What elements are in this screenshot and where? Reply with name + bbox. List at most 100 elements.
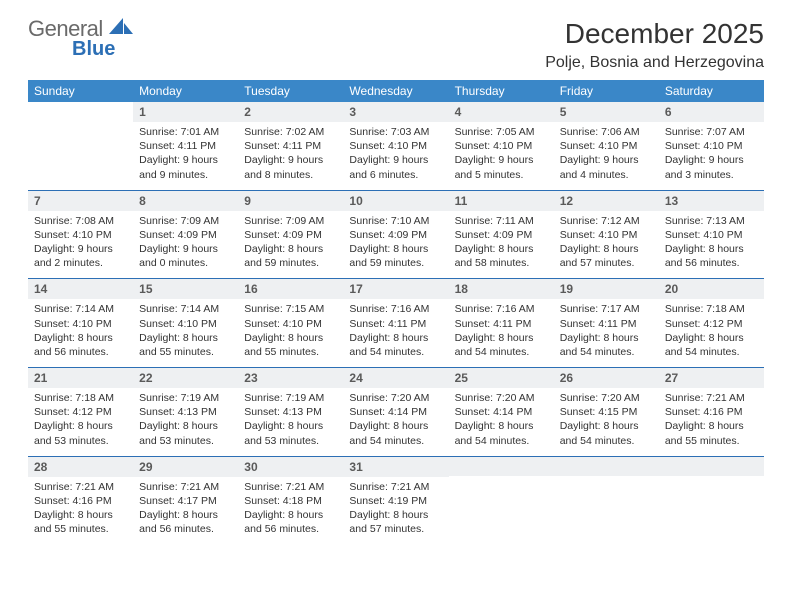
daylight-text: Daylight: 8 hours and 57 minutes.: [349, 508, 442, 536]
calendar-day-cell: 1Sunrise: 7:01 AMSunset: 4:11 PMDaylight…: [133, 102, 238, 190]
daylight-text: Daylight: 8 hours and 54 minutes.: [455, 331, 548, 359]
sunrise-text: Sunrise: 7:09 AM: [139, 214, 232, 228]
calendar-day-cell: 15Sunrise: 7:14 AMSunset: 4:10 PMDayligh…: [133, 278, 238, 367]
sunset-text: Sunset: 4:17 PM: [139, 494, 232, 508]
day-number: 21: [28, 367, 133, 388]
day-number: 9: [238, 190, 343, 211]
calendar-day-cell: 22 Sunrise: 7:19 AMSunset: 4:13 PMDayligh…: [133, 367, 238, 456]
day-number: 31: [343, 456, 448, 477]
day-number: 16: [238, 278, 343, 299]
sunset-text: Sunset: 4:11 PM: [244, 139, 337, 153]
daylight-text: Daylight: 8 hours and 54 minutes.: [665, 331, 758, 359]
day-details: Sunrise: 7:12 AMSunset: 4:10 PMDaylight:…: [554, 211, 659, 279]
calendar-day-cell: 19Sunrise: 7:17 AMSunset: 4:11 PMDayligh…: [554, 278, 659, 367]
daylight-text: Daylight: 8 hours and 53 minutes.: [244, 419, 337, 447]
day-details: Sunrise: 7:20 AMSunset: 4:14 PMDaylight:…: [449, 388, 554, 456]
day-details: Sunrise: 7:03 AMSunset: 4:10 PMDaylight:…: [343, 122, 448, 190]
day-number: 18: [449, 278, 554, 299]
daylight-text: Daylight: 9 hours and 0 minutes.: [139, 242, 232, 270]
day-number: 29: [133, 456, 238, 477]
sunset-text: Sunset: 4:10 PM: [665, 139, 758, 153]
sunset-text: Sunset: 4:09 PM: [349, 228, 442, 242]
daylight-text: Daylight: 8 hours and 56 minutes.: [244, 508, 337, 536]
calendar-day-cell: 29Sunrise: 7:21 AMSunset: 4:17 PMDayligh…: [133, 456, 238, 545]
sunrise-text: Sunrise: 7:10 AM: [349, 214, 442, 228]
sunrise-text: Sunrise: 7:06 AM: [560, 125, 653, 139]
day-details: Sunrise: 7:19 AMSunset: 4:13 PMDaylight:…: [238, 388, 343, 456]
sunset-text: Sunset: 4:12 PM: [34, 405, 127, 419]
day-number: 23: [238, 367, 343, 388]
sunrise-text: Sunrise: 7:19 AM: [139, 391, 232, 405]
sunrise-text: Sunrise: 7:09 AM: [244, 214, 337, 228]
sunset-text: Sunset: 4:10 PM: [560, 139, 653, 153]
day-details: Sunrise: 7:09 AMSunset: 4:09 PMDaylight:…: [133, 211, 238, 279]
day-number: 26: [554, 367, 659, 388]
sunset-text: Sunset: 4:09 PM: [455, 228, 548, 242]
daylight-text: Daylight: 8 hours and 56 minutes.: [34, 331, 127, 359]
day-details: Sunrise: 7:16 AMSunset: 4:11 PMDaylight:…: [449, 299, 554, 367]
day-details: Sunrise: 7:05 AMSunset: 4:10 PMDaylight:…: [449, 122, 554, 190]
calendar-day-cell: 2Sunrise: 7:02 AMSunset: 4:11 PMDaylight…: [238, 102, 343, 190]
sunset-text: Sunset: 4:18 PM: [244, 494, 337, 508]
day-details: Sunrise: 7:21 AMSunset: 4:16 PMDaylight:…: [659, 388, 764, 456]
sunrise-text: Sunrise: 7:17 AM: [560, 302, 653, 316]
sunset-text: Sunset: 4:10 PM: [34, 228, 127, 242]
calendar-day-cell: 17Sunrise: 7:16 AMSunset: 4:11 PMDayligh…: [343, 278, 448, 367]
sunrise-text: Sunrise: 7:16 AM: [349, 302, 442, 316]
calendar-day-cell: 12Sunrise: 7:12 AMSunset: 4:10 PMDayligh…: [554, 190, 659, 279]
sunset-text: Sunset: 4:11 PM: [349, 317, 442, 331]
day-details: Sunrise: 7:17 AMSunset: 4:11 PMDaylight:…: [554, 299, 659, 367]
calendar-day-cell: 14Sunrise: 7:14 AMSunset: 4:10 PMDayligh…: [28, 278, 133, 367]
sunset-text: Sunset: 4:16 PM: [34, 494, 127, 508]
sunset-text: Sunset: 4:19 PM: [349, 494, 442, 508]
day-details: Sunrise: 7:02 AMSunset: 4:11 PMDaylight:…: [238, 122, 343, 190]
sunset-text: Sunset: 4:13 PM: [139, 405, 232, 419]
weekday-header: Monday: [133, 80, 238, 102]
daylight-text: Daylight: 8 hours and 55 minutes.: [34, 508, 127, 536]
day-details: Sunrise: 7:18 AMSunset: 4:12 PMDaylight:…: [659, 299, 764, 367]
daylight-text: Daylight: 9 hours and 3 minutes.: [665, 153, 758, 181]
daylight-text: Daylight: 8 hours and 54 minutes.: [560, 419, 653, 447]
calendar-body: . 1Sunrise: 7:01 AMSunset: 4:11 PMDaylig…: [28, 102, 764, 544]
day-number: 22: [133, 367, 238, 388]
daylight-text: Daylight: 8 hours and 53 minutes.: [139, 419, 232, 447]
daylight-text: Daylight: 8 hours and 59 minutes.: [244, 242, 337, 270]
calendar-day-cell: 11Sunrise: 7:11 AMSunset: 4:09 PMDayligh…: [449, 190, 554, 279]
calendar-day-cell: 9Sunrise: 7:09 AMSunset: 4:09 PMDaylight…: [238, 190, 343, 279]
sunset-text: Sunset: 4:11 PM: [139, 139, 232, 153]
calendar-day-cell: 21Sunrise: 7:18 AMSunset: 4:12 PMDayligh…: [28, 367, 133, 456]
sunrise-text: Sunrise: 7:20 AM: [560, 391, 653, 405]
calendar-day-cell: 3Sunrise: 7:03 AMSunset: 4:10 PMDaylight…: [343, 102, 448, 190]
daylight-text: Daylight: 9 hours and 8 minutes.: [244, 153, 337, 181]
sunset-text: Sunset: 4:16 PM: [665, 405, 758, 419]
sunset-text: Sunset: 4:11 PM: [455, 317, 548, 331]
brand-part2: Blue: [72, 38, 115, 60]
day-number: 3: [343, 102, 448, 122]
day-number: 25: [449, 367, 554, 388]
daylight-text: Daylight: 8 hours and 55 minutes.: [244, 331, 337, 359]
sail-icon: [109, 18, 135, 40]
calendar-week-row: . 1Sunrise: 7:01 AMSunset: 4:11 PMDaylig…: [28, 102, 764, 190]
day-number: 5: [554, 102, 659, 122]
day-number: 19: [554, 278, 659, 299]
sunset-text: Sunset: 4:10 PM: [139, 317, 232, 331]
sunrise-text: Sunrise: 7:14 AM: [139, 302, 232, 316]
day-number: 30: [238, 456, 343, 477]
calendar-day-cell: 31 Sunrise: 7:21 AMSunset: 4:19 PMDayligh…: [343, 456, 448, 545]
sunrise-text: Sunrise: 7:07 AM: [665, 125, 758, 139]
sunrise-text: Sunrise: 7:01 AM: [139, 125, 232, 139]
sunrise-text: Sunrise: 7:19 AM: [244, 391, 337, 405]
calendar-table: SundayMondayTuesdayWednesdayThursdayFrid…: [28, 80, 764, 544]
sunset-text: Sunset: 4:15 PM: [560, 405, 653, 419]
calendar-day-cell: 26 Sunrise: 7:20 AMSunset: 4:15 PMDayligh…: [554, 367, 659, 456]
calendar-week-row: 14Sunrise: 7:14 AMSunset: 4:10 PMDayligh…: [28, 278, 764, 367]
day-details: Sunrise: 7:21 AMSunset: 4:16 PMDaylight:…: [28, 477, 133, 545]
sunset-text: Sunset: 4:10 PM: [665, 228, 758, 242]
weekday-header: Saturday: [659, 80, 764, 102]
sunrise-text: Sunrise: 7:20 AM: [349, 391, 442, 405]
day-number: 13: [659, 190, 764, 211]
day-details: Sunrise: 7:10 AMSunset: 4:09 PMDaylight:…: [343, 211, 448, 279]
sunrise-text: Sunrise: 7:21 AM: [349, 480, 442, 494]
calendar-day-cell: .: [659, 456, 764, 545]
sunset-text: Sunset: 4:14 PM: [455, 405, 548, 419]
